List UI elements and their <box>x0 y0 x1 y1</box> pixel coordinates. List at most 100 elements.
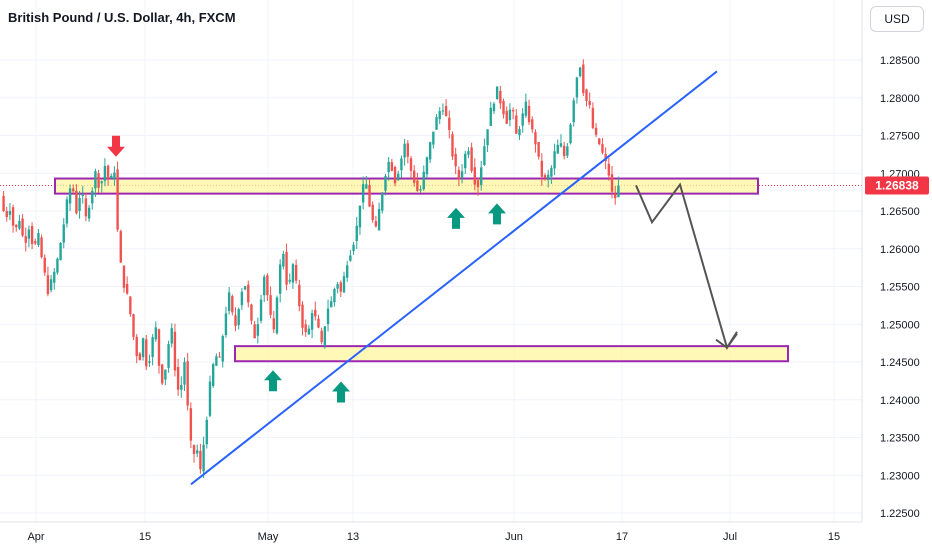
candle-body <box>199 450 202 470</box>
candle <box>243 285 247 291</box>
candle <box>419 185 422 193</box>
candle-body <box>479 167 483 185</box>
candle <box>330 296 333 308</box>
candle-body <box>397 173 400 181</box>
x-tick-label: 17 <box>616 531 628 543</box>
candle-body <box>345 265 349 278</box>
candle-body <box>310 313 314 330</box>
candle <box>438 107 441 125</box>
price-axis[interactable]: 1.285001.280001.275001.270001.265001.260… <box>880 55 920 520</box>
candle-body <box>110 175 113 179</box>
candle <box>425 156 429 179</box>
candle <box>205 416 208 449</box>
candle-body <box>419 189 422 191</box>
time-axis[interactable]: Apr 15 May 13 Jun 17 Jul 15 <box>0 521 862 543</box>
candle-body <box>384 176 387 191</box>
candle-body <box>432 131 435 145</box>
candle <box>572 97 575 127</box>
candle-body <box>87 207 91 219</box>
support-zone-2 <box>234 345 789 363</box>
y-tick-label: 1.24500 <box>880 357 920 369</box>
candle <box>176 358 180 396</box>
candle-body <box>349 255 352 261</box>
candle <box>227 287 231 315</box>
candle <box>275 295 279 335</box>
candle-body <box>521 113 524 126</box>
candle-body <box>339 282 343 292</box>
candle-body <box>374 221 378 227</box>
candle <box>294 259 298 284</box>
candle-body <box>298 284 301 307</box>
candle <box>62 218 65 249</box>
candle-body <box>416 180 419 191</box>
candle-body <box>21 218 24 236</box>
candle <box>371 201 374 223</box>
candle-body <box>537 142 540 157</box>
candle-body <box>355 225 358 242</box>
candle <box>543 173 547 181</box>
candle <box>215 353 218 366</box>
candle-body <box>358 205 362 228</box>
candle-body <box>381 193 384 211</box>
candle <box>582 59 585 97</box>
candle-body <box>263 276 266 296</box>
candle <box>72 184 75 194</box>
candle <box>537 141 540 160</box>
candle-body <box>132 314 135 337</box>
candle-body <box>160 364 164 384</box>
candle <box>269 286 272 319</box>
candle <box>170 323 173 348</box>
candle <box>451 131 454 160</box>
candle-body <box>49 279 53 291</box>
candle-body <box>502 100 505 115</box>
candle <box>336 281 339 294</box>
currency-button[interactable]: USD <box>870 6 924 32</box>
candle-body <box>562 145 566 157</box>
candle-body <box>307 328 311 335</box>
grid-lines <box>0 0 862 522</box>
candle-body <box>435 117 438 130</box>
candle <box>464 150 467 174</box>
candle-body <box>72 188 75 192</box>
up-arrow-icon <box>332 381 350 403</box>
candle <box>2 190 5 213</box>
candle-body <box>30 226 34 245</box>
candle <box>393 165 397 187</box>
y-tick-label: 1.23500 <box>880 433 920 445</box>
candle <box>301 301 304 336</box>
x-tick-label: Jul <box>723 531 737 543</box>
candle <box>91 187 94 210</box>
candle <box>409 155 413 179</box>
candle <box>358 205 362 235</box>
x-tick-label: Apr <box>27 531 44 543</box>
candle <box>531 116 534 133</box>
candle <box>263 274 266 302</box>
current-price-badge: 1.26838 <box>865 176 929 195</box>
y-tick-label: 1.26500 <box>880 206 920 218</box>
candle-body <box>288 279 291 282</box>
candle-body <box>441 110 445 112</box>
candle-body <box>218 356 221 358</box>
candle <box>186 352 189 411</box>
candle <box>400 155 403 178</box>
candle-body <box>598 138 601 145</box>
candle-body <box>377 208 381 231</box>
candle <box>476 177 480 196</box>
candle-body <box>8 211 12 215</box>
candle-body <box>547 174 550 181</box>
candle-body <box>495 86 499 100</box>
y-tick-label: 1.23000 <box>880 470 920 482</box>
candle <box>499 85 502 109</box>
candle <box>594 123 598 138</box>
candle <box>591 102 595 130</box>
candle <box>314 301 317 321</box>
candle <box>78 191 81 219</box>
candle-body <box>170 328 173 344</box>
candle <box>403 139 406 166</box>
candlestick-series <box>2 59 620 479</box>
candle <box>377 202 381 231</box>
candle-body <box>97 173 100 188</box>
candle <box>132 313 135 341</box>
candle <box>116 161 119 232</box>
